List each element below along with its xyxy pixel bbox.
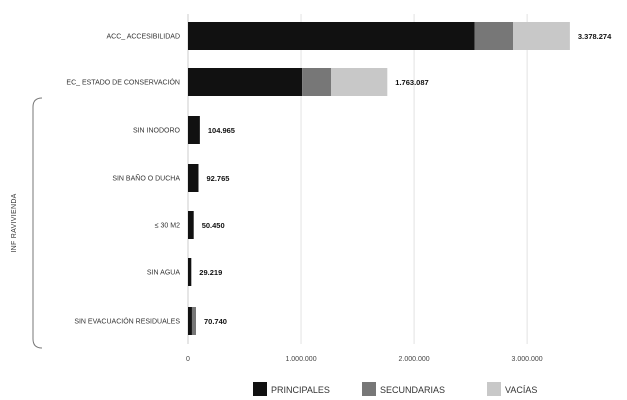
legend-swatch-2 [487, 382, 501, 396]
legend-label-2: VACÍAS [505, 385, 537, 395]
total-label-3: 92.765 [206, 174, 229, 183]
total-label-6: 70.740 [204, 317, 227, 326]
total-label-0: 3.378.274 [578, 32, 612, 41]
gridlines [187, 14, 528, 344]
group-bracket-line [32, 97, 43, 349]
total-label-2: 104.965 [208, 126, 235, 135]
x-tick-label-3: 3.000.000 [512, 356, 543, 363]
bar-3-series-0 [188, 164, 199, 192]
category-label-5: SIN AGUA [147, 270, 180, 277]
legend-swatch-0 [253, 382, 267, 396]
bar-1-series-2 [331, 68, 388, 96]
bar-6-series-0 [188, 307, 192, 335]
x-tick-label-1: 1.000.000 [285, 356, 316, 363]
category-label-1: EC_ ESTADO DE CONSERVACIÓN [66, 78, 180, 87]
bar-2-series-0 [188, 116, 200, 144]
group-label: INF RAVIVIENDA [11, 193, 18, 252]
x-tick-label-2: 2.000.000 [399, 356, 430, 363]
bar-5-series-0 [188, 258, 192, 286]
bar-6-series-1 [191, 307, 196, 335]
total-labels: 3.378.274 1.763.087 104.965 92.765 50.450 29.… [199, 32, 612, 326]
bar-4-series-0 [188, 211, 194, 239]
legend-swatch-1 [362, 382, 376, 396]
bar-0-series-2 [513, 22, 570, 50]
total-label-5: 29.219 [199, 268, 222, 277]
legend-label-1: SECUNDARIAS [380, 385, 445, 395]
bar-0-series-0 [188, 22, 475, 50]
category-label-2: SIN INODORO [133, 128, 181, 135]
legend: PRINCIPALES SECUNDARIAS VACÍAS [253, 382, 537, 396]
category-label-3: SIN BAÑO O DUCHA [112, 174, 180, 183]
x-axis: 0 1.000.000 2.000.000 3.000.000 [186, 356, 543, 363]
x-tick-label-0: 0 [186, 356, 190, 363]
bar-1-series-0 [188, 68, 303, 96]
total-label-1: 1.763.087 [395, 78, 428, 87]
legend-label-0: PRINCIPALES [271, 385, 330, 395]
bar-1-series-1 [302, 68, 331, 96]
total-label-4: 50.450 [202, 221, 225, 230]
bars [188, 22, 570, 335]
category-label-0: ACC_ ACCESIBILIDAD [106, 34, 180, 41]
group-bracket: INF RAVIVIENDA [11, 97, 43, 349]
category-labels: ACC_ ACCESIBILIDAD EC_ ESTADO DE CONSERVA… [66, 34, 180, 326]
bar-0-series-1 [474, 22, 513, 50]
category-label-6: SIN EVACUACIÓN RESIDUALES [74, 317, 180, 326]
category-label-4: ≤ 30 M2 [155, 223, 180, 230]
